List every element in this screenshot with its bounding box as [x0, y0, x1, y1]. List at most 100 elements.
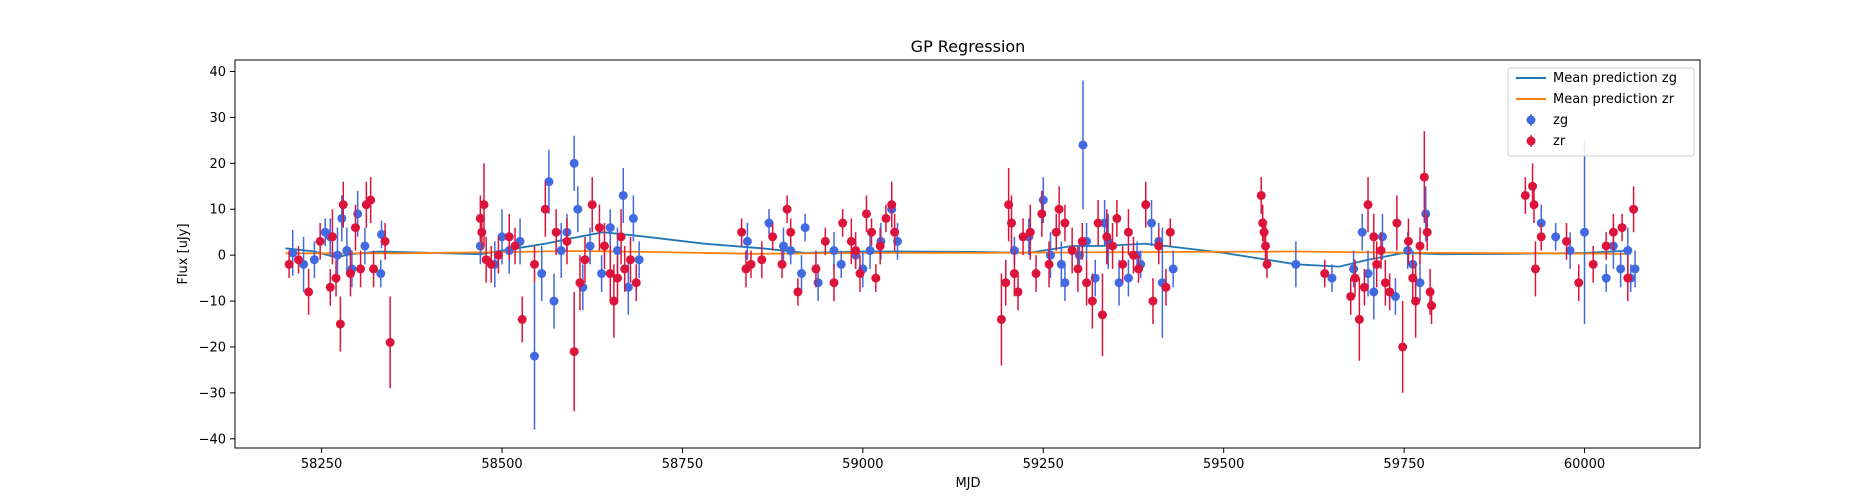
y-tick-label: 30 [209, 111, 226, 126]
data-point [620, 264, 630, 274]
data-point [580, 255, 590, 265]
data-point [890, 227, 900, 237]
data-point [1427, 301, 1437, 311]
y-tick-label: 40 [209, 65, 226, 80]
data-point [838, 218, 848, 228]
legend-label-zg: zg [1553, 113, 1568, 128]
x-axis-label: MJD [955, 476, 980, 491]
data-point [1528, 181, 1538, 191]
data-point [376, 269, 386, 279]
data-point [1363, 200, 1373, 210]
y-tick-label: −10 [199, 295, 226, 310]
data-point [612, 273, 622, 283]
data-point [380, 236, 390, 246]
data-point [1067, 246, 1077, 256]
data-point [1580, 227, 1590, 237]
x-tick-label: 58750 [662, 457, 703, 472]
data-point [786, 246, 796, 256]
data-point [1060, 278, 1070, 288]
data-point [1147, 218, 1157, 228]
data-point [529, 351, 539, 361]
data-point [325, 282, 335, 292]
data-point [1261, 241, 1271, 251]
data-point [865, 246, 875, 256]
data-point [597, 269, 607, 279]
data-point [887, 200, 897, 210]
data-point [625, 255, 635, 265]
data-point [1623, 246, 1633, 256]
data-point [342, 246, 352, 256]
data-point [1601, 241, 1611, 251]
data-point [1168, 264, 1178, 274]
data-point [544, 177, 554, 187]
data-point [585, 241, 595, 251]
data-point [1001, 278, 1011, 288]
data-point [1259, 227, 1269, 237]
data-point [537, 269, 547, 279]
data-point [1320, 269, 1330, 279]
data-point [881, 213, 891, 223]
legend-box [1507, 67, 1695, 157]
data-point [294, 255, 304, 265]
data-point [851, 246, 861, 256]
data-point [573, 204, 583, 214]
data-point [1608, 227, 1618, 237]
data-point [1425, 287, 1435, 297]
legend-swatch-zg [1526, 115, 1536, 125]
data-point [764, 218, 774, 228]
x-tick-label: 59750 [1383, 457, 1424, 472]
data-point [605, 223, 615, 233]
data-point [1073, 264, 1083, 274]
data-point [793, 287, 803, 297]
data-point [366, 195, 376, 205]
data-point [1623, 273, 1633, 283]
data-point [1536, 232, 1546, 242]
data-point [356, 264, 366, 274]
data-point [556, 246, 566, 256]
data-point [332, 250, 342, 260]
data-point [800, 223, 810, 233]
data-point [1082, 278, 1092, 288]
data-point [1529, 200, 1539, 210]
data-point [1376, 246, 1386, 256]
x-tick-label: 60000 [1564, 457, 1605, 472]
data-point [351, 223, 361, 233]
data-point [782, 204, 792, 214]
data-point [1025, 227, 1035, 237]
data-point [1419, 172, 1429, 182]
data-point [575, 278, 585, 288]
y-tick-label: −30 [199, 386, 226, 401]
data-point [742, 236, 752, 246]
data-point [1165, 227, 1175, 237]
data-point [338, 200, 348, 210]
data-point [1060, 218, 1070, 228]
data-point [587, 200, 597, 210]
legend-swatch-zr [1526, 136, 1536, 146]
x-tick-label: 58250 [301, 457, 342, 472]
data-point [786, 227, 796, 237]
data-point [475, 241, 485, 251]
data-point [855, 269, 865, 279]
y-tick-label: 10 [209, 203, 226, 218]
data-point [345, 269, 355, 279]
data-point [1377, 232, 1387, 242]
data-point [631, 278, 641, 288]
data-point [1291, 259, 1301, 269]
data-point [486, 259, 496, 269]
y-tick-label: 20 [209, 157, 226, 172]
data-point [1363, 269, 1373, 279]
data-point [820, 236, 830, 246]
data-point [569, 158, 579, 168]
data-point [504, 232, 514, 242]
data-point [1601, 273, 1611, 283]
data-point [315, 236, 325, 246]
data-point [549, 296, 559, 306]
data-point [1087, 296, 1097, 306]
data-point [377, 229, 386, 239]
data-point [861, 209, 871, 219]
data-point [1102, 232, 1112, 242]
y-tick-label: −20 [199, 340, 226, 355]
data-point [497, 232, 507, 242]
data-point [1372, 259, 1382, 269]
data-point [1009, 269, 1019, 279]
